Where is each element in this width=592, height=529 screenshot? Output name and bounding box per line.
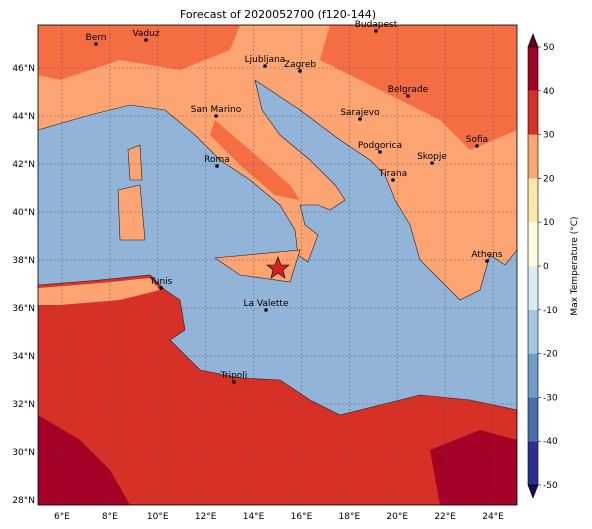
city-label: Tripoli — [220, 371, 248, 381]
city-dot — [214, 114, 218, 118]
colorbar-band — [528, 47, 538, 91]
italy-warm — [210, 120, 300, 200]
colorbar-band — [528, 178, 538, 223]
city-dot — [378, 150, 382, 154]
city-label: Ljubljana — [245, 55, 286, 65]
colorbar-label: Max Temperature (°C) — [570, 216, 580, 315]
city-label: Belgrade — [388, 85, 429, 95]
colorbar-tick-label: -20 — [543, 350, 558, 360]
city-label: Tirana — [378, 169, 407, 179]
colorbar-band — [528, 441, 538, 485]
colorbar-tick-label: -40 — [543, 437, 558, 447]
africa-hot-east — [430, 430, 517, 505]
colorbar-tick-label: 40 — [543, 87, 555, 97]
city-dot — [475, 144, 479, 148]
map — [38, 25, 517, 505]
colorbar-tick-label: 50 — [543, 43, 555, 53]
colorbar: 50 40 30 20 10 0 -10 -20 -30 -40 -50 — [527, 33, 558, 499]
city-dot — [358, 117, 362, 121]
lat-tick-label: 34°N — [12, 352, 35, 362]
colorbar-band — [528, 266, 538, 310]
colorbar-band — [528, 397, 538, 442]
lon-tick-label: 8°E — [102, 512, 118, 522]
city-dot — [391, 178, 395, 182]
lat-tick-label: 32°N — [12, 400, 35, 410]
city-dot — [94, 42, 98, 46]
north-africa — [38, 274, 517, 505]
alps-warm — [38, 25, 240, 80]
lon-tick-label: 12°E — [195, 512, 217, 522]
colorbar-extend-low — [527, 484, 539, 499]
city-label: Athens — [471, 250, 502, 260]
city-label: Roma — [204, 155, 230, 165]
graticule: 6°E 8°E 10°E 12°E 14°E 16°E 18°E 20°E 22°E 24°E 28… — [12, 25, 517, 522]
city-label: Podgorica — [358, 141, 402, 151]
colorbar-extend-high — [527, 33, 539, 48]
city-label: San Marino — [191, 105, 242, 115]
colorbar-tick-label: 30 — [543, 131, 555, 141]
city-label: La Valette — [244, 299, 289, 309]
city-dot — [430, 161, 434, 165]
lon-tick-label: 16°E — [291, 512, 313, 522]
lat-tick-label: 28°N — [12, 496, 35, 506]
city-dot — [215, 164, 219, 168]
colorbar-band — [528, 222, 538, 266]
lon-tick-label: 14°E — [243, 512, 265, 522]
lon-tick-label: 22°E — [434, 512, 456, 522]
city-label: Tunis — [149, 277, 173, 287]
sardinia — [117, 184, 146, 241]
lon-tick-label: 24°E — [482, 512, 504, 522]
colorbar-band — [528, 90, 538, 135]
city-dot — [406, 94, 410, 98]
city-dot — [374, 29, 378, 33]
colorbar-tick-label: -10 — [543, 306, 558, 316]
lat-tick-label: 36°N — [12, 304, 35, 314]
city-label: Sofia — [466, 135, 488, 145]
africa-coast — [38, 278, 160, 305]
balkans-warm — [320, 25, 517, 150]
title: Forecast of 2020052700 (f120-144) — [180, 8, 376, 21]
corsica — [127, 144, 143, 181]
city-label: Budapest — [355, 20, 398, 30]
colorbar-tick-label: -50 — [543, 481, 558, 491]
colorbar-tick-label: 0 — [543, 262, 549, 272]
city-label: Zagreb — [284, 60, 316, 70]
colorbar-tick-label: 20 — [543, 174, 555, 184]
city-label: Bern — [86, 33, 107, 43]
lon-tick-label: 6°E — [54, 512, 70, 522]
colorbar-band — [528, 353, 538, 398]
city-dot — [485, 259, 489, 263]
lat-tick-label: 40°N — [12, 208, 35, 218]
lat-tick-label: 46°N — [12, 64, 35, 74]
colorbar-tick-label: -30 — [543, 393, 558, 403]
lat-tick-label: 38°N — [12, 256, 35, 266]
city-dot — [264, 308, 268, 312]
city-label: Sarajevo — [340, 108, 380, 118]
city-dot — [232, 380, 236, 384]
lat-tick-label: 42°N — [12, 160, 35, 170]
colorbar-band — [528, 134, 538, 179]
lon-tick-label: 10°E — [147, 512, 169, 522]
city-label: Skopje — [417, 152, 447, 162]
map-frame — [37, 24, 518, 506]
lon-tick-label: 20°E — [386, 512, 408, 522]
city-dot — [144, 38, 148, 42]
lat-tick-label: 44°N — [12, 112, 35, 122]
sicily — [214, 249, 301, 283]
africa-hot — [38, 415, 130, 505]
city-dot — [298, 69, 302, 73]
lat-tick-label: 30°N — [12, 448, 35, 458]
colorbar-tick-label: 10 — [543, 218, 555, 228]
colorbar-band — [528, 309, 538, 354]
forecast-star — [266, 256, 290, 279]
lon-tick-label: 18°E — [339, 512, 361, 522]
city-dot — [159, 286, 163, 290]
city-label: Vaduz — [132, 29, 159, 39]
city-dot — [263, 64, 267, 68]
